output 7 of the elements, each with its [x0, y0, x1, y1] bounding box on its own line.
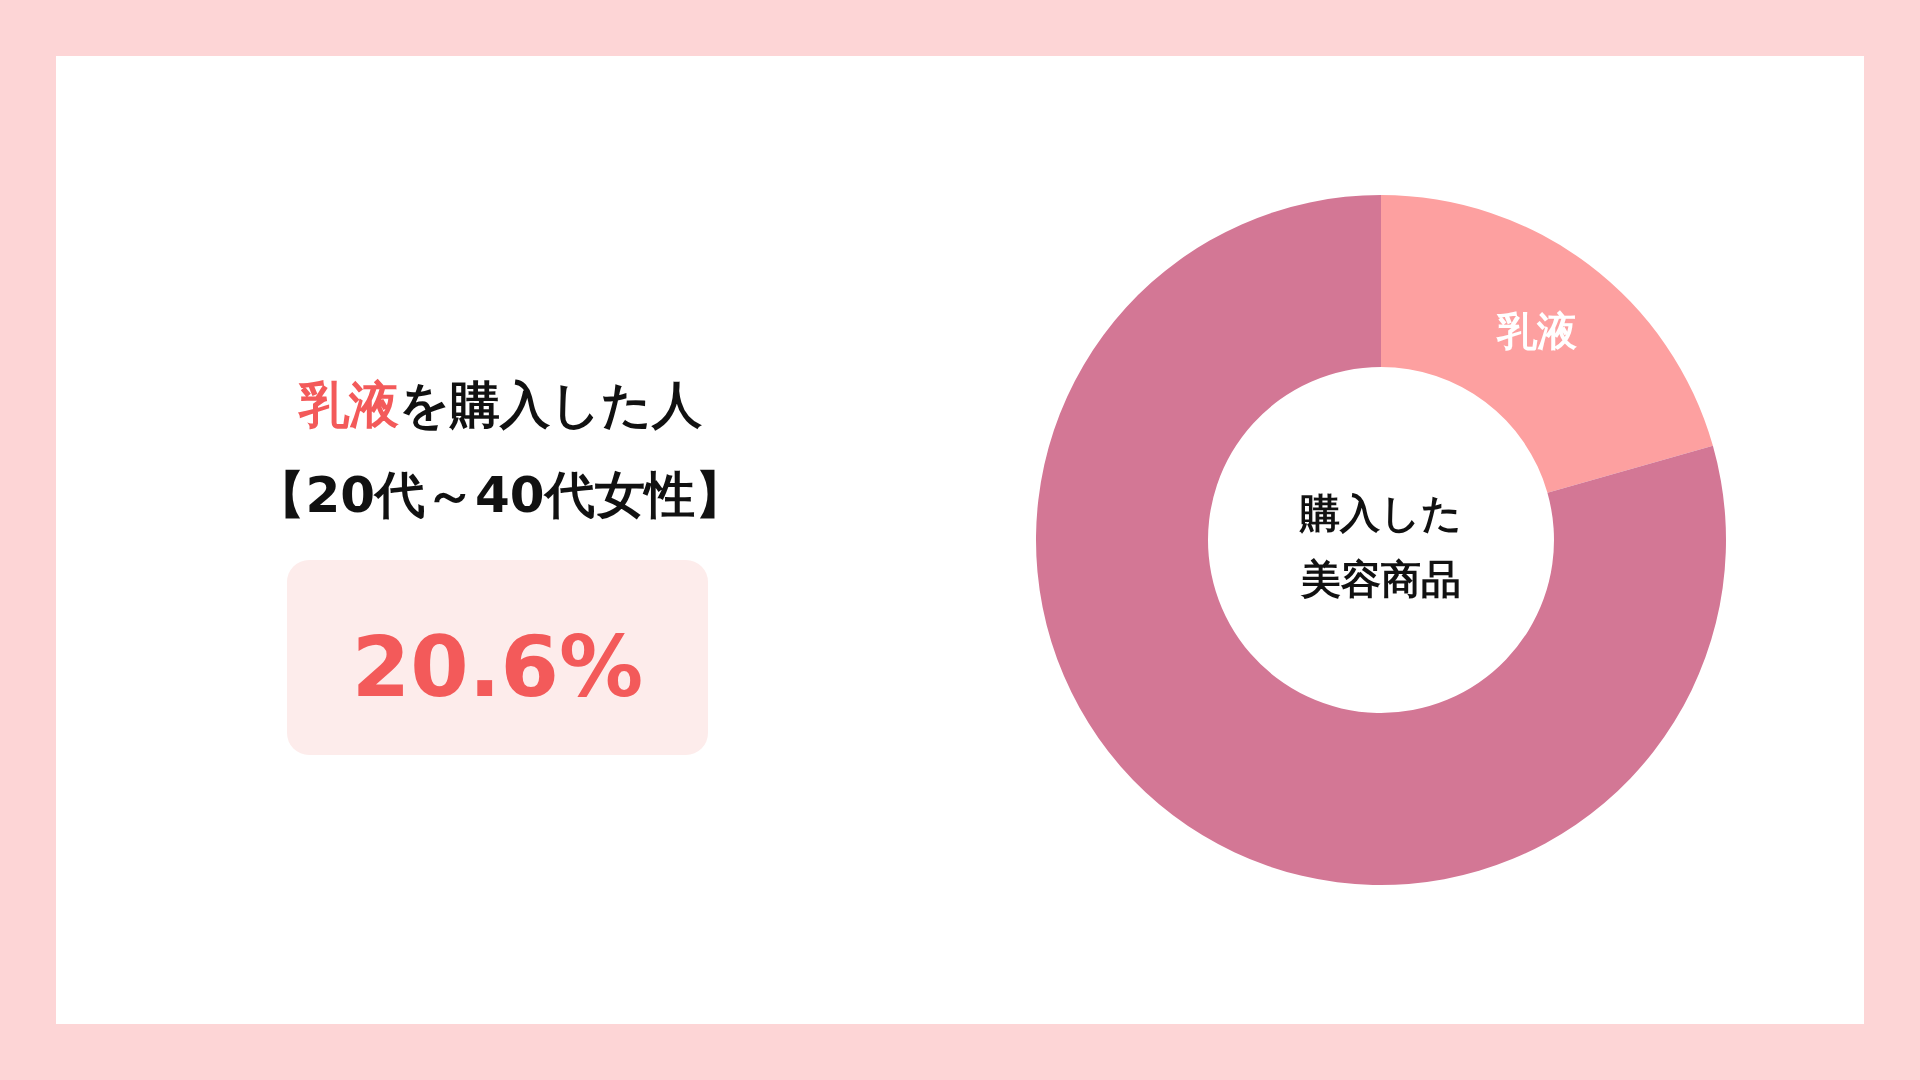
- text: 20.6%: [350, 618, 645, 716]
- donut-slice: [1381, 195, 1713, 493]
- slice-label: 乳液: [1496, 308, 1578, 355]
- donut-slice: [1036, 195, 1726, 885]
- text: 乳液を購入した人: [297, 375, 703, 436]
- text: 【20代～40代女性】: [254, 465, 746, 526]
- text: 購入した美容商品: [1298, 489, 1463, 604]
